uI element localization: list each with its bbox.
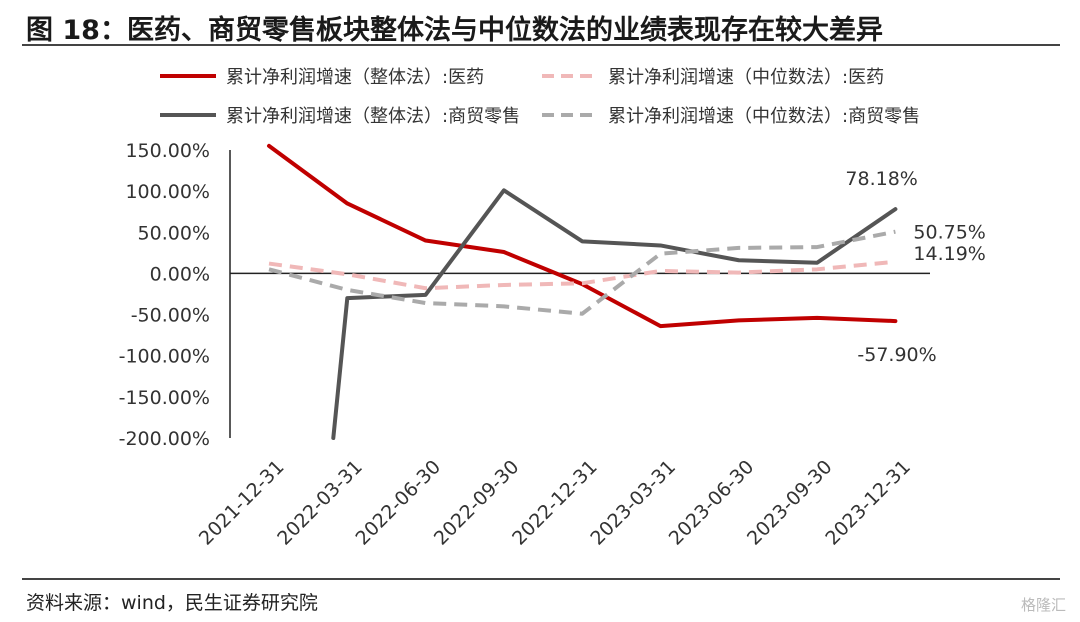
- y-axis: 150.00% 100.00% 50.00% 0.00% -50.00% -100.00%…: [119, 140, 930, 450]
- x-tick-label: 2023-12-31: [821, 456, 915, 550]
- y-tick-label: -150.00%: [119, 387, 210, 409]
- line-chart: 累计净利润增速（整体法）:医药 累计净利润增速（中位数法）:医药累计净利润增速（整…: [119, 67, 986, 550]
- watermark: 格隆汇: [1020, 596, 1066, 614]
- y-tick-label: -200.00%: [119, 428, 210, 450]
- source-note: 资料来源：wind，民生证券研究院: [26, 592, 318, 614]
- series-line-3: [268, 229, 896, 316]
- y-tick-label: 50.00%: [138, 222, 210, 244]
- data-label-2: 14.19%: [913, 243, 985, 265]
- data-label-0: 78.18%: [845, 168, 917, 190]
- data-label-3: -57.90%: [857, 344, 936, 366]
- y-tick-label: -100.00%: [119, 346, 210, 368]
- legend: 累计净利润增速（整体法）:医药 累计净利润增速（中位数法）:医药累计净利润增速（整…: [160, 67, 920, 127]
- top-rule: [22, 44, 1060, 46]
- legend-label-2: 累计净利润增速（整体法）:商贸零售: [226, 106, 520, 127]
- series-line-2: [331, 188, 898, 440]
- data-label-1: 50.75%: [913, 222, 985, 244]
- y-tick-label: -50.00%: [131, 305, 210, 327]
- y-tick-label: 100.00%: [125, 181, 210, 203]
- series-lines: [267, 143, 898, 440]
- y-tick-label: 0.00%: [150, 263, 210, 285]
- bottom-rule: [22, 578, 1060, 580]
- legend-label-0: 累计净利润增速（整体法）:医药: [226, 67, 484, 88]
- x-axis: 2021-12-312022-03-312022-06-302022-09-30…: [195, 456, 915, 550]
- chart-title: 图 18：医药、商贸零售板块整体法与中位数法的业绩表现存在较大差异: [26, 15, 883, 46]
- legend-label-1: 累计净利润增速（中位数法）:医药: [608, 67, 884, 88]
- series-line-1: [268, 259, 896, 291]
- legend-label-3: 累计净利润增速（中位数法）:商贸零售: [608, 106, 920, 127]
- data-annotations: 78.18% 50.75%14.19% -57.90%: [845, 168, 985, 366]
- y-tick-label: 150.00%: [125, 140, 210, 162]
